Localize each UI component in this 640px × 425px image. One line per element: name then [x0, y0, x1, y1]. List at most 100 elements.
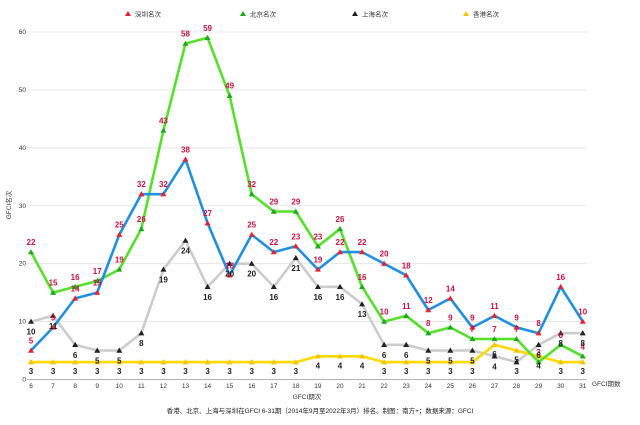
data-point	[116, 359, 123, 365]
data-point	[513, 359, 520, 365]
data-label: 8	[558, 339, 563, 348]
data-point	[557, 283, 564, 290]
x-tick-label: 31	[579, 383, 587, 390]
data-point	[314, 353, 321, 359]
data-point	[425, 330, 432, 336]
data-point	[160, 127, 167, 133]
data-label: 32	[159, 180, 168, 189]
data-point	[248, 231, 255, 237]
data-label: 3	[382, 367, 387, 376]
data-point	[94, 347, 101, 353]
data-point	[182, 156, 189, 162]
data-point	[447, 347, 454, 353]
data-point	[447, 359, 454, 365]
x-tick-label: 6	[29, 383, 33, 390]
x-tick-label: 20	[336, 383, 344, 390]
data-point	[204, 220, 211, 226]
data-point	[425, 359, 432, 365]
data-point	[292, 254, 299, 261]
data-label: 13	[358, 310, 367, 319]
data-label: 6	[404, 351, 409, 360]
data-point	[336, 225, 343, 232]
legend-label: 香港名次	[473, 10, 500, 19]
legend-marker	[352, 11, 358, 16]
legend-marker	[240, 11, 246, 16]
data-label: 10	[380, 308, 389, 317]
data-point	[579, 353, 586, 359]
data-label: 3	[536, 348, 541, 357]
data-point	[469, 324, 476, 330]
y-tick-label: 0	[22, 377, 26, 384]
data-label: 4	[316, 361, 321, 370]
data-label: 5	[29, 337, 34, 346]
series-line	[30, 158, 584, 352]
data-point	[28, 249, 34, 255]
data-point	[491, 335, 498, 342]
data-label: 3	[117, 367, 122, 376]
x-tick-label: 11	[138, 383, 145, 390]
data-point	[292, 243, 299, 249]
data-point	[381, 318, 388, 324]
data-label: 18	[402, 261, 411, 270]
data-point	[513, 324, 520, 330]
data-label: 3	[558, 367, 563, 376]
data-point	[491, 312, 498, 318]
data-point	[94, 289, 101, 295]
data-label: 4	[536, 361, 541, 370]
data-point	[314, 266, 321, 272]
x-tick-label: 18	[292, 383, 300, 390]
data-label: 14	[446, 284, 455, 293]
data-label: 3	[205, 367, 210, 376]
data-label: 26	[137, 215, 146, 224]
data-label: 16	[269, 293, 278, 302]
data-point	[336, 353, 343, 359]
data-label: 22	[27, 238, 36, 247]
data-point	[314, 243, 321, 249]
data-label: 19	[159, 275, 168, 284]
data-point	[513, 335, 520, 342]
data-point	[359, 301, 366, 307]
legend-label: 深圳名次	[135, 10, 162, 19]
data-point	[226, 272, 233, 278]
data-point	[314, 283, 321, 290]
data-point	[359, 283, 366, 290]
x-tick-label: 14	[204, 383, 212, 390]
data-point	[579, 318, 586, 324]
data-point	[50, 359, 57, 365]
legend-label: 上海名次	[362, 10, 389, 19]
data-label: 7	[514, 325, 519, 334]
data-label: 14	[71, 284, 80, 293]
data-label: 5	[117, 357, 122, 366]
data-point	[579, 330, 586, 336]
data-point	[28, 359, 34, 365]
data-label: 24	[181, 247, 190, 256]
data-point	[138, 330, 145, 336]
data-label: 6	[492, 350, 497, 359]
x-tick-label: 27	[491, 383, 499, 390]
data-point	[28, 347, 34, 353]
data-point	[72, 283, 79, 290]
data-point	[579, 359, 586, 365]
data-point	[403, 359, 410, 365]
data-point	[50, 324, 57, 330]
data-label: 16	[71, 273, 80, 282]
data-point	[94, 278, 101, 284]
data-point	[226, 260, 233, 266]
data-label: 20	[380, 250, 389, 259]
axes: 0 10 20 30 40 50 60 6 7 8 9 10 11 12 13 14 15 16 17 18 19 20 2…	[19, 29, 587, 390]
data-point	[469, 359, 476, 365]
data-point	[491, 353, 498, 359]
data-point	[204, 34, 211, 40]
data-label: 3	[51, 367, 56, 376]
data-label: 3	[95, 367, 100, 376]
data-label: 16	[313, 293, 322, 302]
data-label: 3	[448, 367, 453, 376]
data-label: 32	[247, 180, 256, 189]
data-label: 3	[227, 367, 232, 376]
x-tick-label: 19	[314, 383, 322, 390]
legend-marker	[125, 11, 131, 16]
data-label: 7	[492, 325, 497, 334]
series-layer	[28, 34, 586, 365]
legend-label: 北京名次	[250, 10, 277, 19]
data-point	[535, 353, 542, 359]
